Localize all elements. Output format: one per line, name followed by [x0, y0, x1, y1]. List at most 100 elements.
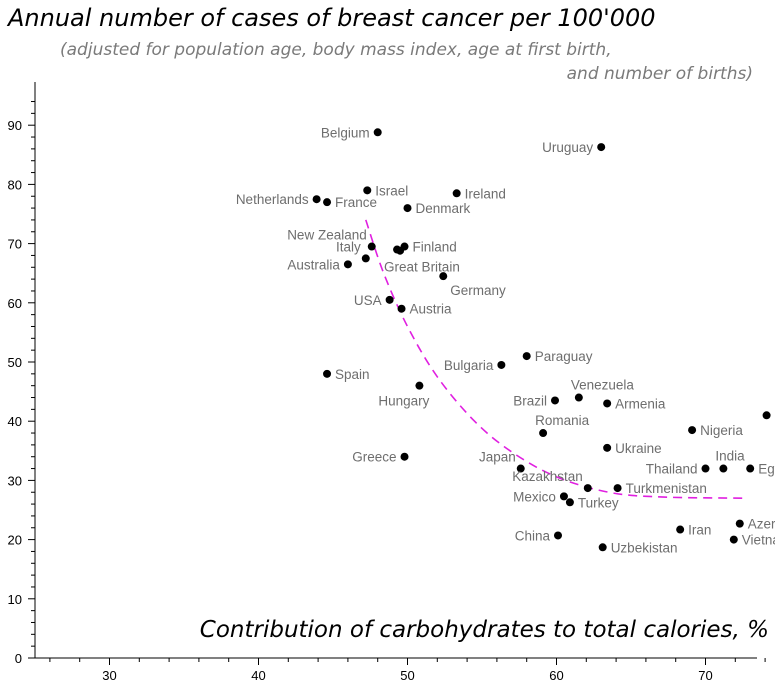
data-point: [603, 443, 612, 452]
y-tick-label: 10: [8, 592, 22, 607]
chart-title: Annual number of cases of breast cancer …: [8, 4, 656, 32]
data-point: [403, 204, 412, 213]
data-point: [613, 484, 622, 493]
data-point: [452, 189, 461, 198]
data-point: [415, 381, 424, 390]
point-label: Ukraine: [615, 441, 662, 456]
data-point: [574, 393, 583, 402]
x-tick-label: 70: [698, 668, 712, 683]
data-point: [746, 464, 755, 473]
point-label: Thailand: [646, 462, 698, 477]
point-label: Turkmenistan: [626, 481, 707, 496]
point-label: Denmark: [416, 201, 471, 216]
data-point: [598, 543, 607, 552]
point-label: Hungary: [378, 394, 429, 409]
point-label: Ireland: [465, 186, 506, 201]
point-label: India: [715, 449, 745, 464]
y-tick-label: 40: [8, 414, 22, 429]
point-label: Romania: [535, 413, 590, 428]
point-label: Finland: [413, 240, 457, 255]
data-point: [361, 254, 370, 263]
point-label: Venezuela: [571, 378, 635, 393]
point-label: Uzbekistan: [611, 540, 678, 555]
point-label: Austria: [410, 302, 453, 317]
data-point: [603, 399, 612, 408]
data-point: [735, 519, 744, 528]
data-point: [323, 369, 332, 378]
point-label: Spain: [335, 367, 370, 382]
point-label: Bulgaria: [444, 358, 494, 373]
point-label: Greece: [352, 450, 396, 465]
data-point: [363, 186, 372, 195]
data-point: [676, 525, 685, 534]
point-label: Mexico: [513, 489, 556, 504]
y-tick-label: 80: [8, 177, 22, 192]
y-tick-label: 70: [8, 237, 22, 252]
point-label: Germany: [450, 283, 506, 298]
point-label: Israel: [375, 183, 408, 198]
point-label: Vietnam: [742, 533, 775, 548]
point-label: Belgium: [321, 125, 370, 140]
data-points: Belgium Uruguay Israel Ireland Netherlands Fr…: [236, 125, 775, 555]
point-label: Japan: [479, 450, 516, 465]
x-axis-label: Contribution of carbohydrates to total c…: [199, 617, 769, 643]
point-label: Brazil: [513, 393, 547, 408]
point-label: Uruguay: [542, 140, 593, 155]
x-tick-label: 60: [549, 668, 563, 683]
point-label: Nigeria: [700, 423, 743, 438]
data-point: [343, 260, 352, 269]
chart-subtitle-line-2: and number of births): [566, 64, 753, 84]
data-point: [367, 242, 376, 251]
point-label: Azerbaijan: [748, 517, 775, 532]
data-point: [701, 464, 710, 473]
y-tick-label: 50: [8, 355, 22, 370]
point-label: Turkey: [578, 495, 619, 510]
point-label: Australia: [287, 257, 340, 272]
point-label: Armenia: [615, 396, 666, 411]
y-tick-label: 30: [8, 473, 22, 488]
y-tick-label: 60: [8, 296, 22, 311]
point-label: China: [515, 528, 551, 543]
axes: 0 10 20 30 40 50 60 70 80 90 30 40 50 60 70: [8, 82, 766, 683]
data-point: [400, 452, 409, 461]
x-tick-label: 40: [251, 668, 265, 683]
data-point: [522, 352, 531, 361]
data-point: [559, 492, 568, 501]
chart-subtitle-line-1: (adjusted for population age, body mass …: [60, 40, 612, 60]
data-point: [762, 411, 771, 420]
x-tick-label: 30: [102, 668, 116, 683]
data-point: [688, 426, 697, 435]
data-point: [719, 464, 728, 473]
data-point: [583, 484, 592, 493]
point-label: France: [335, 195, 377, 210]
point-label: New Zealand: [287, 228, 367, 243]
x-tick-label: 50: [400, 668, 414, 683]
point-label: Netherlands: [236, 192, 309, 207]
data-point: [323, 198, 332, 207]
data-point: [396, 246, 405, 255]
data-point: [497, 360, 506, 369]
data-point: [565, 498, 574, 507]
data-point: [551, 396, 560, 405]
trend-curve: [365, 219, 743, 499]
point-label: Egypt: [758, 462, 775, 477]
point-label: Paraguay: [535, 349, 593, 364]
data-point: [729, 535, 738, 544]
data-point: [373, 128, 382, 137]
y-tick-label: 20: [8, 533, 22, 548]
data-point: [397, 304, 406, 313]
data-point: [385, 295, 394, 304]
point-label: Great Britain: [384, 260, 460, 275]
point-label: Kazakhstan: [512, 469, 583, 484]
trend-curve-group: [365, 219, 743, 499]
data-point: [516, 464, 525, 473]
point-label: USA: [354, 293, 382, 308]
data-point: [597, 143, 606, 152]
point-label: Iran: [688, 523, 711, 538]
point-label: Italy: [336, 239, 361, 254]
y-tick-label: 90: [8, 118, 22, 133]
data-point: [439, 272, 448, 281]
data-point: [539, 429, 548, 438]
y-tick-label: 0: [15, 651, 22, 666]
